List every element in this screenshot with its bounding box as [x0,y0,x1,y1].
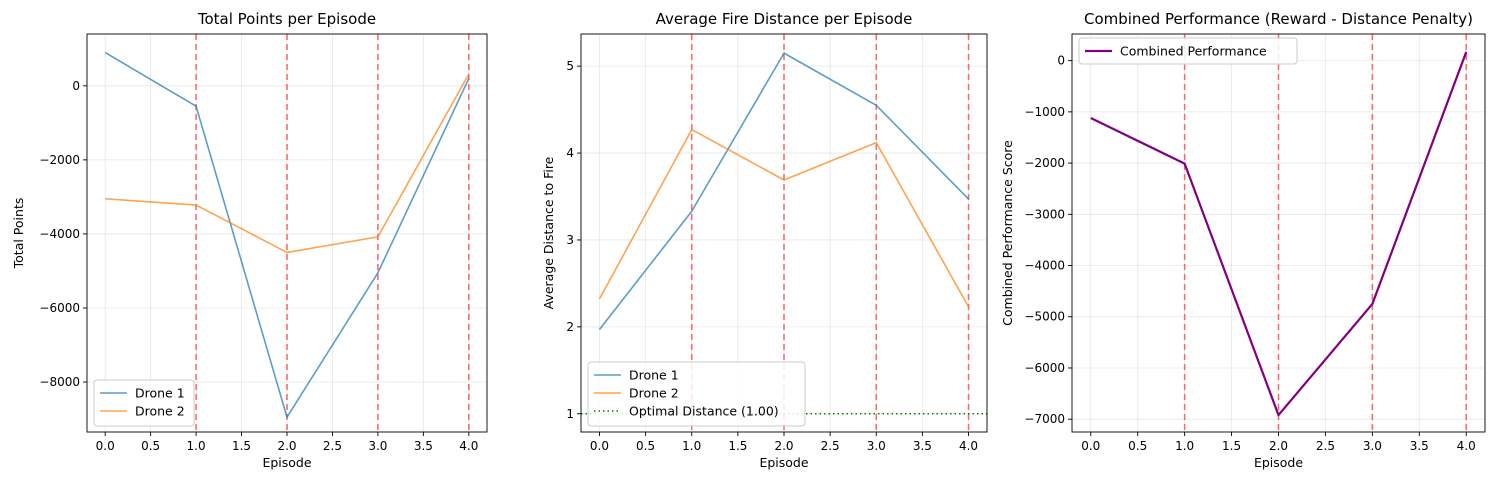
x-tick-label: 0.5 [636,439,655,453]
x-tick-label: 3.0 [1363,439,1382,453]
y-tick-label: −5000 [1024,310,1065,324]
chart-title: Average Fire Distance per Episode [656,10,913,28]
x-tick-label: 2.0 [277,439,296,453]
y-tick-label: 0 [72,79,80,93]
x-tick-label: 3.5 [1410,439,1429,453]
y-tick-label: 3 [566,233,574,247]
x-tick-label: 0.5 [141,439,160,453]
series-line-drone-1 [104,51,470,418]
x-tick-label: 2.5 [1316,439,1335,453]
y-tick-label: −4000 [39,227,80,241]
chart-panel-1: 0.0 0.5 1.0 1.5 2.0 2.5 3.0 3.5 4.0 −8000 −6000 −40… [11,10,488,470]
x-tick-label: 0.5 [1128,439,1147,453]
x-axis-label: Episode [1254,455,1303,470]
legend: Drone 1 Drone 2 [93,379,195,427]
chart-panel-2: 0.0 0.5 1.0 1.5 2.0 2.5 3.0 3.5 4.0 1 2 3 4 5 Average … [541,10,988,470]
x-tick-label: 1.0 [187,439,206,453]
legend: Drone 1 Drone 2 Optimal Distance (1.00) [587,361,806,427]
y-tick-label: −2000 [1024,156,1065,170]
x-tick-label: 4.0 [1457,439,1476,453]
series-line-drone-2 [598,128,970,308]
y-tick-label: −2000 [39,153,80,167]
series-line-drone-2 [105,73,470,254]
legend-label: Drone 2 [629,386,679,401]
x-tick-label: 0.0 [96,439,115,453]
legend-label: Drone 2 [135,404,185,419]
x-tick-label: 1.5 [1222,439,1241,453]
legend-box [93,379,195,427]
y-axis-label: Average Distance to Fire [541,156,556,309]
x-tick-label: 2.5 [821,439,840,453]
legend-box [1078,37,1298,65]
chart-title: Combined Performance (Reward - Distance … [1084,10,1473,28]
y-tick-label: −1000 [1024,105,1065,119]
legend-label: Drone 1 [629,368,679,383]
y-tick-label: −4000 [1024,259,1065,273]
x-tick-label: 0.0 [590,439,609,453]
x-axis-label: Episode [759,455,808,470]
chart-title: Total Points per Episode [197,10,376,28]
series-line-drone-1 [598,52,970,330]
y-axis-label: Combined Performance Score [1000,140,1015,326]
y-tick-label: −7000 [1024,412,1065,426]
x-tick-label: 3.0 [368,439,387,453]
x-tick-label: 4.0 [959,439,978,453]
legend-box [587,361,806,427]
legend: Combined Performance [1078,37,1298,65]
y-tick-label: −8000 [39,375,80,389]
x-tick-label: 3.0 [867,439,886,453]
x-tick-label: 1.5 [728,439,747,453]
legend-label: Combined Performance [1120,44,1267,59]
legend-label: Drone 1 [135,386,185,401]
y-tick-label: −3000 [1024,207,1065,221]
x-axis-label: Episode [262,455,311,470]
y-tick-label: 4 [566,146,574,160]
x-tick-label: 1.5 [232,439,251,453]
y-tick-label: −6000 [39,301,80,315]
y-axis-label: Total Points [11,198,26,270]
legend-label: Optimal Distance (1.00) [629,404,779,419]
x-tick-label: 4.0 [459,439,478,453]
series-line-combined-performance [1090,51,1468,417]
x-tick-label: 2.0 [1269,439,1288,453]
x-tick-label: 1.0 [682,439,701,453]
y-tick-label: 0 [1057,54,1065,68]
x-tick-label: 0.0 [1081,439,1100,453]
x-tick-label: 2.5 [323,439,342,453]
x-tick-label: 2.0 [774,439,793,453]
x-tick-label: 3.5 [913,439,932,453]
x-tick-label: 1.0 [1175,439,1194,453]
y-tick-label: 2 [566,320,574,334]
y-tick-label: 5 [566,59,574,73]
chart-panel-3: 0.0 0.5 1.0 1.5 2.0 2.5 3.0 3.5 4.0 −7000 −6000 −50… [1000,10,1486,470]
y-tick-label: 1 [566,407,574,421]
y-tick-label: −6000 [1024,361,1065,375]
x-tick-label: 3.5 [414,439,433,453]
